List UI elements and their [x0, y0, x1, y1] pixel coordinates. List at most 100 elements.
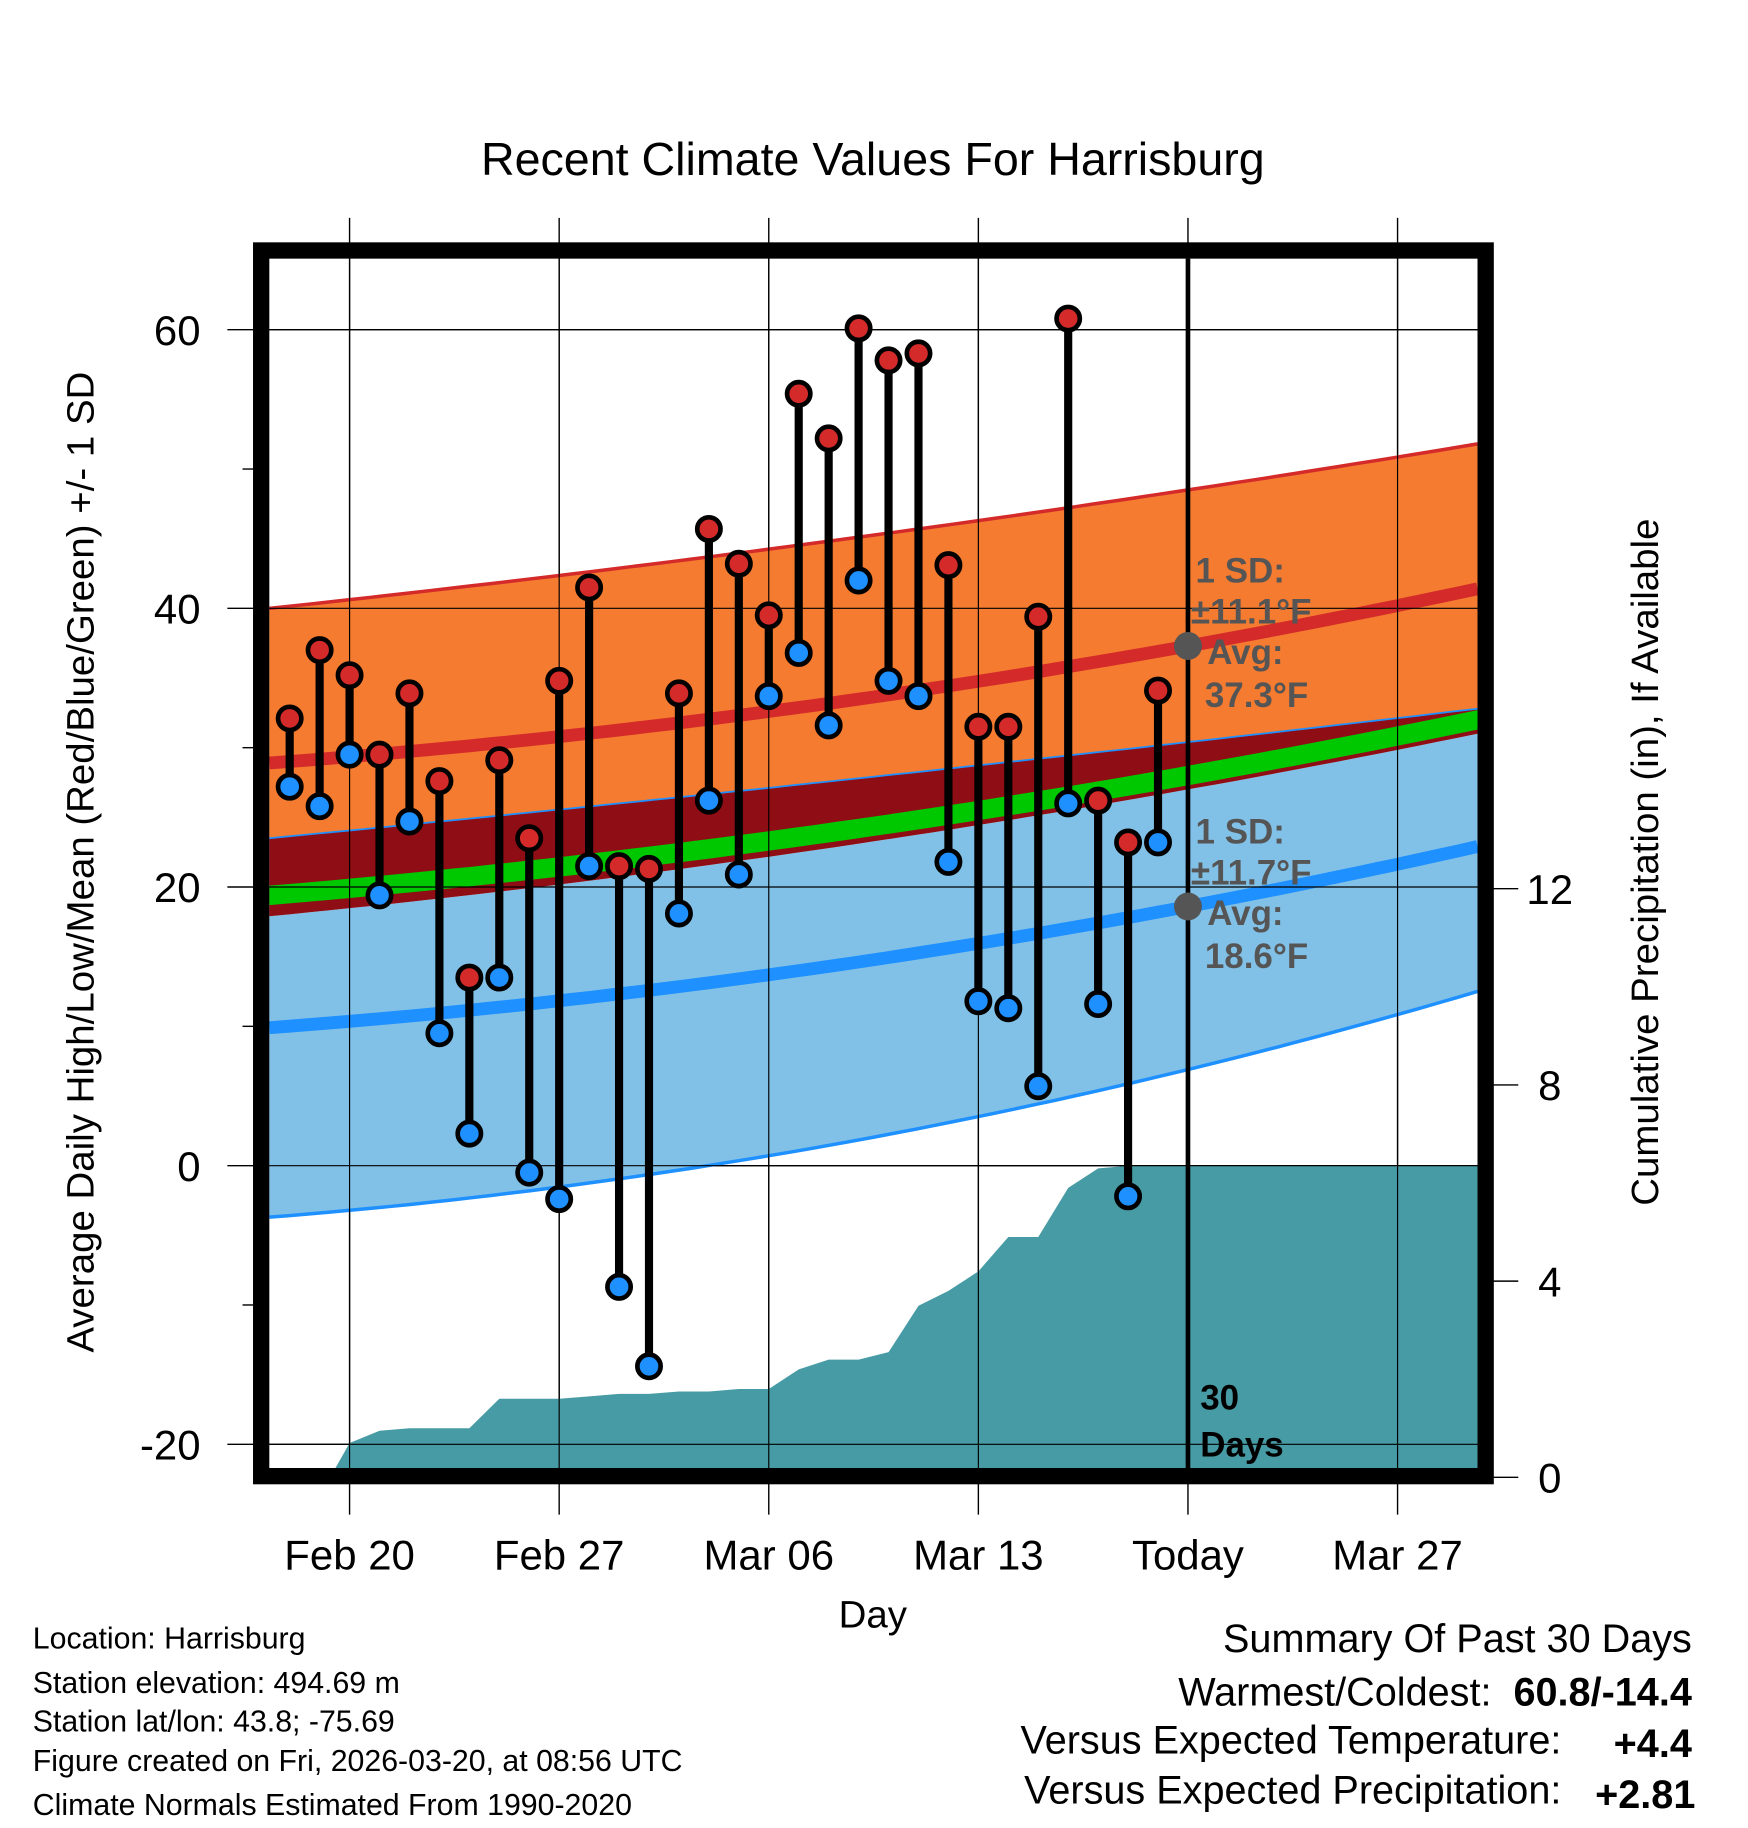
footer-created: Figure created on Fri, 2026-03-20, at 08… [33, 1745, 683, 1778]
high-point [964, 712, 993, 741]
high-sd-label: 1 SD: [1196, 552, 1285, 591]
low-point [395, 807, 424, 836]
temp-departure-value: +4.4 [1614, 1722, 1692, 1766]
high-point [305, 636, 334, 665]
low-point [754, 682, 783, 711]
low-point [365, 881, 394, 910]
high-avg-label: Avg: [1207, 633, 1283, 672]
low-point [1114, 1182, 1143, 1211]
precip-departure-label: Versus Expected Precipitation: [1024, 1769, 1561, 1813]
low-avg-value: 18.6°F [1205, 937, 1308, 976]
low-point [904, 682, 933, 711]
high-mean-line [268, 582, 1479, 770]
low-lower-line [269, 989, 1479, 1219]
low-point [485, 963, 514, 992]
y-right-tick-label: 12 [1526, 866, 1573, 913]
low-point [455, 1119, 484, 1148]
y-tick-label: 20 [154, 864, 201, 911]
low-avg-label: Avg: [1207, 894, 1283, 933]
high-point [664, 679, 693, 708]
high-point [934, 551, 963, 580]
high-point [605, 852, 634, 881]
footer-normals: Climate Normals Estimated From 1990-2020 [33, 1789, 632, 1822]
footer-latlon: Station lat/lon: 43.8; -75.69 [33, 1705, 395, 1738]
mean-band [269, 710, 1478, 906]
high-point [635, 854, 663, 883]
x-tick-label: Today [1132, 1531, 1244, 1578]
high-point [904, 339, 933, 368]
precip-departure-value: +2.81 [1595, 1773, 1695, 1817]
footer-location: Location: Harrisburg [33, 1623, 306, 1656]
low-point [694, 786, 723, 815]
plot-frame [253, 242, 1494, 1485]
low-point [275, 772, 304, 801]
y-right-tick-label: 4 [1538, 1258, 1561, 1305]
x-tick-label: Feb 27 [494, 1531, 625, 1578]
low-point [844, 566, 873, 595]
high-point [784, 379, 813, 408]
days-word-label: Days [1200, 1425, 1284, 1464]
high-point [1144, 676, 1173, 705]
high-point [694, 514, 723, 543]
footer-info: Location: Harrisburg Station elevation: … [33, 1623, 683, 1823]
days-count-label: 30 [1200, 1379, 1239, 1418]
high-point [365, 740, 394, 769]
high-point [275, 704, 304, 733]
low-point [964, 987, 993, 1016]
inner-gridlines [269, 258, 1478, 1468]
high-point [724, 549, 753, 578]
x-tick-label: Mar 13 [913, 1531, 1044, 1578]
warmest-coldest-label: Warmest/Coldest: [1178, 1671, 1491, 1715]
high-point [1114, 828, 1143, 857]
low-point [1144, 828, 1173, 857]
high-point [844, 314, 873, 343]
low-avg-dot [1173, 892, 1202, 921]
x-tick-label: Mar 27 [1332, 1531, 1463, 1578]
y-axis-label: Average Daily High/Low/Mean (Red/Blue/Gr… [59, 372, 102, 1353]
x-tick-label: Feb 20 [284, 1531, 415, 1578]
low-point [335, 740, 364, 769]
precipitation-area [330, 1165, 1478, 1478]
y-right-tick-label: 8 [1538, 1062, 1561, 1109]
y-right-tick-label: 0 [1538, 1454, 1561, 1501]
low-point [934, 847, 963, 876]
low-point [635, 1352, 663, 1381]
y-tick-label: -20 [140, 1421, 201, 1468]
summary: Summary Of Past 30 Days Warmest/Coldest:… [1020, 1617, 1695, 1817]
daily-marks [275, 304, 1202, 1381]
summary-title: Summary Of Past 30 Days [1223, 1617, 1692, 1661]
high-point [515, 824, 544, 853]
high-sd-value: ±11.1°F [1191, 592, 1312, 631]
footer-elevation: Station elevation: 494.69 m [33, 1667, 400, 1700]
low-point [575, 852, 604, 881]
high-point [545, 666, 574, 695]
axes: Feb 20 Feb 27 Mar 06 Mar 13 Today Mar 27 60 4 0 2… [140, 307, 1573, 1579]
low-point [664, 899, 693, 928]
low-point [784, 638, 813, 667]
high-avg-value: 37.3°F [1205, 676, 1308, 715]
high-point [814, 424, 843, 453]
y-tick-label: 60 [154, 307, 201, 354]
high-point [395, 679, 424, 708]
low-point [545, 1185, 574, 1214]
low-point [425, 1019, 454, 1048]
low-point [1054, 789, 1083, 818]
low-point [605, 1272, 634, 1301]
high-upper-line [269, 442, 1478, 611]
low-point [814, 711, 843, 740]
high-point [994, 712, 1023, 741]
low-point [1084, 990, 1113, 1019]
low-point [305, 792, 334, 821]
temp-departure-label: Versus Expected Temperature: [1020, 1718, 1561, 1762]
high-point [1054, 304, 1083, 333]
low-point [994, 994, 1023, 1023]
high-point [455, 963, 484, 992]
x-tick-label: Mar 06 [704, 1531, 835, 1578]
y-tick-label: 0 [177, 1143, 200, 1190]
high-point [874, 346, 903, 375]
high-point [335, 661, 364, 690]
high-point [1024, 602, 1053, 631]
high-point [485, 746, 514, 775]
normal-bands [268, 442, 1479, 1219]
